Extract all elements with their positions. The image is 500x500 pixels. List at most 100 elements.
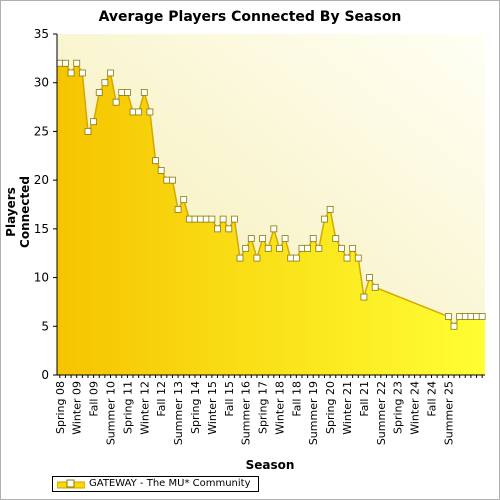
data-point [78,69,86,77]
y-tick-label: 15 [34,222,49,236]
data-point [62,59,69,67]
x-tick-label: Winter 18 [273,381,286,435]
data-point [450,322,458,330]
data-point [230,215,238,223]
x-tick-label: Spring 20 [324,381,337,434]
legend-swatch [57,479,85,489]
data-point [337,244,345,252]
x-tick-label: Winter 09 [71,381,84,435]
x-tick-label: Spring 08 [54,381,67,434]
x-tick-label: Fall 24 [426,381,439,417]
x-tick-label: Summer 16 [240,381,253,445]
data-point [444,313,452,320]
data-point [56,59,64,67]
data-point [67,69,75,77]
legend: GATEWAY - The MU* Community [52,476,259,492]
data-point [326,205,334,213]
data-point [169,176,176,184]
data-point [236,254,244,262]
x-tick-label: Fall 12 [155,381,168,417]
data-point [321,215,328,223]
y-tick-label: 0 [41,368,49,382]
x-tick-label: Summer 13 [172,381,185,445]
data-point [478,313,486,320]
data-point [101,79,109,87]
data-point [219,215,227,223]
legend-label: GATEWAY - The MU* Community [89,478,251,489]
data-point [304,244,312,252]
x-tick-label: Spring 17 [257,381,270,434]
data-point [332,235,340,243]
data-point [461,313,469,320]
y-tick-label: 35 [34,27,49,41]
x-tick-label: Winter 15 [206,381,219,435]
data-point [112,98,120,106]
x-tick-label: Spring 23 [392,381,405,434]
chart-title: Average Players Connected By Season [98,9,402,25]
x-tick-label: Summer 25 [442,381,455,445]
data-point [73,59,81,67]
data-point [185,215,193,223]
data-point [366,274,373,281]
data-point [140,89,148,96]
x-tick-label: Winter 12 [138,381,151,435]
data-point [253,254,261,262]
x-tick-label: Fall 21 [358,381,371,417]
x-tick-label: Fall 15 [223,381,236,417]
y-tick-label: 30 [34,76,49,90]
y-tick-label: 20 [34,173,49,187]
data-point [146,108,154,116]
data-point [354,254,362,262]
x-tick-label: Summer 10 [105,381,118,445]
data-point [315,244,323,252]
data-point [180,196,188,204]
series-area [57,63,485,375]
data-point [242,244,250,252]
data-point [123,89,131,96]
x-tick-label: Summer 19 [307,381,320,445]
data-point [84,128,92,135]
data-point [473,313,480,320]
y-tick-label: 10 [34,271,49,285]
data-point [95,89,103,96]
y-tick-label: 25 [34,124,49,138]
data-point [349,244,357,252]
data-point [90,118,98,126]
data-point [360,293,368,301]
y-tick-label: 5 [41,319,49,333]
data-point [292,254,300,262]
data-point [129,108,137,116]
data-point [298,244,306,252]
data-point [208,215,216,223]
data-point [135,108,143,116]
data-point [467,313,475,320]
data-point [152,157,159,165]
data-point [225,225,233,233]
data-point [191,215,199,223]
data-point [259,235,266,243]
x-tick-label: Spring 11 [121,381,134,434]
data-point [247,235,255,243]
data-point [174,205,182,213]
data-point [281,235,289,243]
data-point [264,244,272,252]
data-point [276,244,283,252]
x-tick-label: Summer 22 [375,381,388,445]
x-tick-label: Fall 09 [88,381,101,417]
x-tick-label: Fall 18 [290,381,303,417]
data-point [107,69,114,77]
data-point [214,225,221,233]
data-point [456,313,464,320]
data-point [197,215,205,223]
x-axis-title: Season [245,458,295,472]
data-point [270,225,278,233]
data-point [163,176,171,184]
series-line [59,61,483,328]
y-axis-title: Players Connected [4,176,32,248]
data-point [309,235,317,243]
data-point [287,254,295,262]
x-tick-label: Spring 14 [189,381,202,434]
data-point [202,215,210,223]
x-tick-label: Winter 24 [409,381,422,435]
